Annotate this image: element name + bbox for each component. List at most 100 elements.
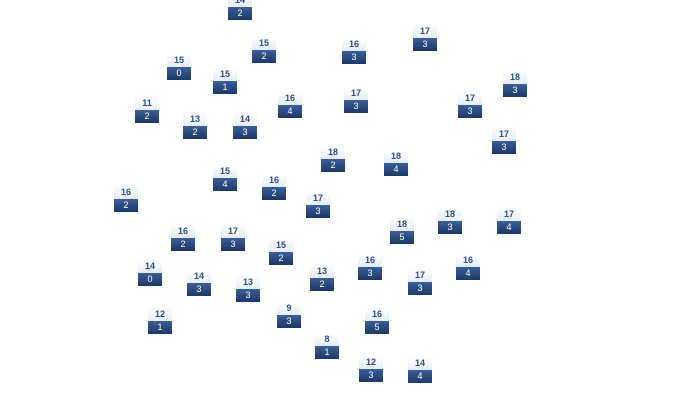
node-bottom-label: 3 (408, 282, 432, 295)
node: 16 4 (278, 92, 302, 118)
node: 16 2 (171, 225, 195, 251)
node-bottom-label: 4 (213, 178, 237, 191)
node-top-label: 15 (167, 54, 191, 67)
node: 17 3 (344, 87, 368, 113)
node: 17 3 (492, 128, 516, 154)
node: 14 0 (138, 260, 162, 286)
node-top-label: 12 (359, 356, 383, 369)
node-bottom-label: 0 (138, 273, 162, 286)
node-top-label: 16 (456, 254, 480, 267)
node-bottom-label: 3 (187, 283, 211, 296)
node-bottom-label: 0 (167, 67, 191, 80)
node-bottom-label: 4 (408, 370, 432, 383)
node-bottom-label: 3 (342, 51, 366, 64)
node: 17 3 (306, 192, 330, 218)
node-top-label: 17 (413, 25, 437, 38)
node-top-label: 18 (321, 146, 345, 159)
node-top-label: 18 (390, 218, 414, 231)
node-top-label: 18 (384, 150, 408, 163)
node-top-label: 14 (233, 113, 257, 126)
node: 14 3 (187, 270, 211, 296)
node: 17 3 (408, 269, 432, 295)
node-top-label: 14 (228, 0, 252, 7)
node-top-label: 15 (252, 37, 276, 50)
node: 13 2 (310, 265, 334, 291)
node-top-label: 14 (408, 357, 432, 370)
node: 16 5 (365, 308, 389, 334)
node-bottom-label: 2 (171, 238, 195, 251)
node-top-label: 16 (171, 225, 195, 238)
node-top-label: 17 (408, 269, 432, 282)
node-bottom-label: 3 (221, 238, 245, 251)
node-bottom-label: 2 (269, 252, 293, 265)
node-bottom-label: 3 (277, 315, 301, 328)
node: 15 1 (213, 68, 237, 94)
node: 14 4 (408, 357, 432, 383)
node-bottom-label: 2 (321, 159, 345, 172)
node: 18 3 (503, 71, 527, 97)
node: 16 2 (262, 174, 286, 200)
node-bottom-label: 2 (262, 187, 286, 200)
node-top-label: 13 (310, 265, 334, 278)
node-top-label: 16 (365, 308, 389, 321)
node-bottom-label: 2 (114, 199, 138, 212)
node-bottom-label: 3 (438, 221, 462, 234)
node-top-label: 16 (358, 254, 382, 267)
node-top-label: 17 (458, 92, 482, 105)
node-top-label: 17 (306, 192, 330, 205)
node-bottom-label: 3 (306, 205, 330, 218)
node-top-label: 9 (277, 302, 301, 315)
node-bottom-label: 4 (384, 163, 408, 176)
node-bottom-label: 1 (315, 346, 339, 359)
node: 17 3 (458, 92, 482, 118)
node-top-label: 14 (187, 270, 211, 283)
node-top-label: 17 (221, 225, 245, 238)
node-top-label: 11 (135, 97, 159, 110)
node-bottom-label: 2 (252, 50, 276, 63)
node-bottom-label: 3 (359, 369, 383, 382)
node: 16 3 (358, 254, 382, 280)
node: 17 3 (413, 25, 437, 51)
node: 15 2 (269, 239, 293, 265)
node-bottom-label: 3 (413, 38, 437, 51)
node-top-label: 17 (497, 208, 521, 221)
node-top-label: 17 (492, 128, 516, 141)
node-bottom-label: 2 (310, 278, 334, 291)
node-top-label: 15 (213, 165, 237, 178)
node: 13 2 (183, 113, 207, 139)
node-bottom-label: 5 (390, 231, 414, 244)
node-top-label: 16 (342, 38, 366, 51)
node-top-label: 18 (438, 208, 462, 221)
node-bottom-label: 3 (344, 100, 368, 113)
node-top-label: 8 (315, 333, 339, 346)
node: 14 3 (233, 113, 257, 139)
node: 12 1 (148, 308, 172, 334)
node-top-label: 16 (278, 92, 302, 105)
node: 18 2 (321, 146, 345, 172)
node-top-label: 17 (344, 87, 368, 100)
node: 15 4 (213, 165, 237, 191)
node: 13 3 (236, 276, 260, 302)
node: 15 0 (167, 54, 191, 80)
node-bottom-label: 3 (492, 141, 516, 154)
node: 17 3 (221, 225, 245, 251)
node: 14 2 (228, 0, 252, 20)
node-top-label: 16 (262, 174, 286, 187)
node-top-label: 15 (213, 68, 237, 81)
node-bottom-label: 4 (497, 221, 521, 234)
node: 17 4 (497, 208, 521, 234)
node-top-label: 14 (138, 260, 162, 273)
node: 16 3 (342, 38, 366, 64)
node: 18 4 (384, 150, 408, 176)
node-bottom-label: 1 (213, 81, 237, 94)
node-bottom-label: 5 (365, 321, 389, 334)
node: 15 2 (252, 37, 276, 63)
node: 16 2 (114, 186, 138, 212)
node-bottom-label: 2 (183, 126, 207, 139)
node-bottom-label: 3 (503, 84, 527, 97)
node: 18 5 (390, 218, 414, 244)
node: 11 2 (135, 97, 159, 123)
